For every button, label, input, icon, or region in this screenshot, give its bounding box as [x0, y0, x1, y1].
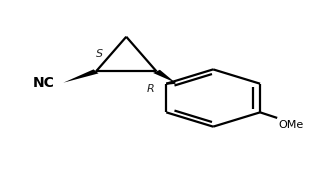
Polygon shape	[63, 69, 98, 83]
Text: S: S	[96, 49, 103, 59]
Text: OMe: OMe	[279, 120, 304, 130]
Polygon shape	[153, 70, 176, 83]
Text: NC: NC	[32, 76, 55, 90]
Text: R: R	[146, 84, 154, 94]
